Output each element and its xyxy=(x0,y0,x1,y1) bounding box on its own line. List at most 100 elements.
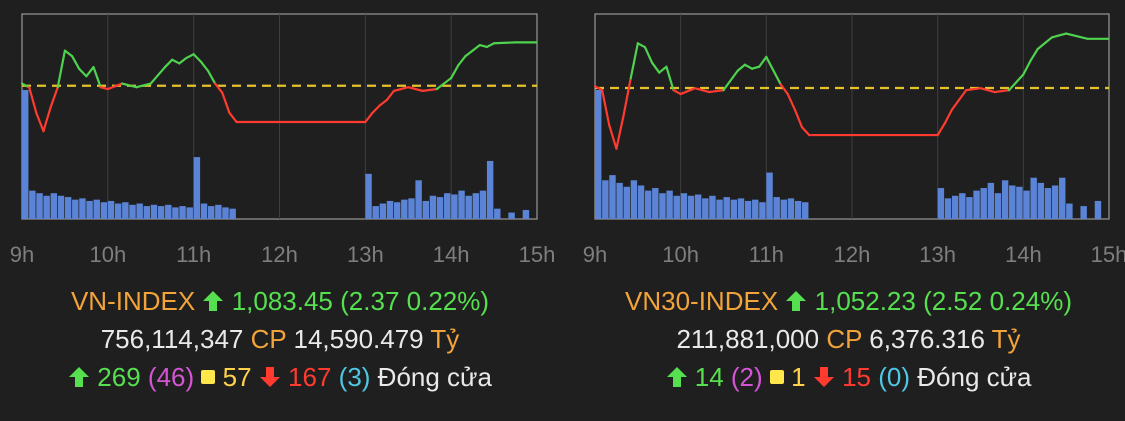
volume-bar xyxy=(365,173,372,219)
vnindex-summary-line: VN-INDEX 1,083.45 (2.37 0.22%) xyxy=(0,283,560,319)
price-line-segment xyxy=(779,83,789,96)
arrow-down-icon xyxy=(813,367,834,387)
volume-bar xyxy=(951,195,959,219)
price-line-segment xyxy=(765,55,775,72)
price-line-segment xyxy=(178,56,188,65)
price-line-segment xyxy=(608,124,618,150)
index-change: (2.37 xyxy=(340,286,400,316)
volume-value: 756,114,347 xyxy=(100,324,244,354)
price-line-segment xyxy=(63,49,74,58)
x-tick-label: 12h xyxy=(834,242,871,267)
price-line-segment xyxy=(392,86,410,92)
volume-bar xyxy=(1080,206,1087,219)
price-line-segment xyxy=(722,69,739,92)
volume-bar xyxy=(379,203,387,219)
volume-bar xyxy=(1037,182,1045,219)
arrow-up-icon xyxy=(666,367,687,387)
price-line-segment xyxy=(371,104,381,114)
price-line-segment xyxy=(965,87,982,92)
price-line-segment xyxy=(221,91,231,114)
price-line-segment xyxy=(658,65,668,74)
price-line-segment xyxy=(736,63,747,72)
index-name: VN-INDEX xyxy=(70,286,196,316)
price-line-segment xyxy=(35,111,45,133)
volume-bar xyxy=(429,195,437,219)
volume-bar xyxy=(200,203,208,219)
volume-bar xyxy=(372,206,379,219)
price-line-segment xyxy=(56,49,67,89)
price-line-segment xyxy=(993,89,1011,94)
volume-bar xyxy=(508,212,515,219)
price-line-segment xyxy=(464,49,474,58)
price-line-segment xyxy=(450,64,460,80)
volume-bar xyxy=(494,208,501,219)
price-line-segment xyxy=(407,86,424,92)
x-tick-label: 10h xyxy=(662,242,699,267)
volume-bar xyxy=(179,206,186,219)
vn30-breadth-line: 14 (2) 1 15 (0) Đóng cửa xyxy=(572,359,1125,395)
price-line-segment xyxy=(70,54,81,71)
volume-bar xyxy=(72,199,79,219)
value-traded: 6,376.316 xyxy=(869,324,985,354)
arrow-up-icon xyxy=(203,291,224,311)
value-traded: 14,590.479 xyxy=(293,324,424,354)
volume-bar xyxy=(1051,185,1059,219)
volume-bar xyxy=(673,195,680,219)
declines-count: 167 xyxy=(288,362,332,392)
price-line-segment xyxy=(601,89,611,127)
volume-bar xyxy=(136,203,143,219)
x-tick-label: 14h xyxy=(1005,242,1042,267)
price-line-segment xyxy=(786,92,796,111)
cp-label: CP xyxy=(250,324,287,354)
volume-bar xyxy=(465,195,472,219)
volume-bar xyxy=(616,182,623,219)
volume-bar xyxy=(644,190,652,219)
x-tick-label: 13h xyxy=(919,242,956,267)
x-tick-label: 15h xyxy=(519,242,556,267)
volume-bar xyxy=(451,194,458,219)
volume-bar xyxy=(630,180,638,219)
volume-bar xyxy=(980,188,987,219)
unchanged-square-icon xyxy=(769,370,784,384)
volume-bar xyxy=(36,193,43,219)
price-line-segment xyxy=(99,86,109,91)
unchanged-count: 57 xyxy=(222,362,252,392)
price-line-segment xyxy=(629,42,639,80)
floor-count: (3) xyxy=(338,362,371,392)
price-line-segment xyxy=(435,76,453,91)
volume-bar xyxy=(64,197,72,219)
vnindex-panel: 9h 10h 11h 12h 13h 14h 15h VN-INDEX 1,083.45 (… xyxy=(0,0,555,421)
volume-bar xyxy=(659,193,666,219)
volume-bar xyxy=(787,198,795,219)
volume-bar xyxy=(702,198,709,219)
volume-bar xyxy=(752,199,759,219)
volume-bar xyxy=(393,202,401,219)
volume-bar xyxy=(444,193,451,219)
advances-count: 14 xyxy=(694,362,724,392)
volume-bar xyxy=(944,198,952,219)
price-line-segment xyxy=(793,108,804,129)
volume-bar xyxy=(652,188,659,219)
price-line-segment xyxy=(750,65,761,70)
volume-bar xyxy=(29,190,36,219)
price-line-segment xyxy=(743,63,754,70)
price-line-segment xyxy=(171,58,181,65)
vnindex-chart: 9h 10h 11h 12h 13h 14h 15h xyxy=(10,13,556,267)
arrow-down-icon xyxy=(259,367,280,387)
price-line-segment xyxy=(42,106,52,133)
arrow-up-icon xyxy=(69,367,90,387)
price-line-segment xyxy=(385,89,396,102)
cp-label: CP xyxy=(826,324,862,354)
index-change-pct: 0.22%) xyxy=(406,286,490,316)
price-line-segment xyxy=(772,69,782,86)
volume-bar xyxy=(637,185,645,219)
price-line-segment xyxy=(950,98,961,111)
x-tick-label: 11h xyxy=(749,242,784,267)
volume-bar xyxy=(744,200,752,219)
market-status: Đóng cửa xyxy=(917,362,1032,392)
ceiling-count: (2) xyxy=(730,362,763,392)
volume-bar xyxy=(93,199,100,219)
floor-count: (0) xyxy=(878,362,911,392)
ceiling-count: (46) xyxy=(147,362,195,392)
volume-bar xyxy=(486,160,494,219)
